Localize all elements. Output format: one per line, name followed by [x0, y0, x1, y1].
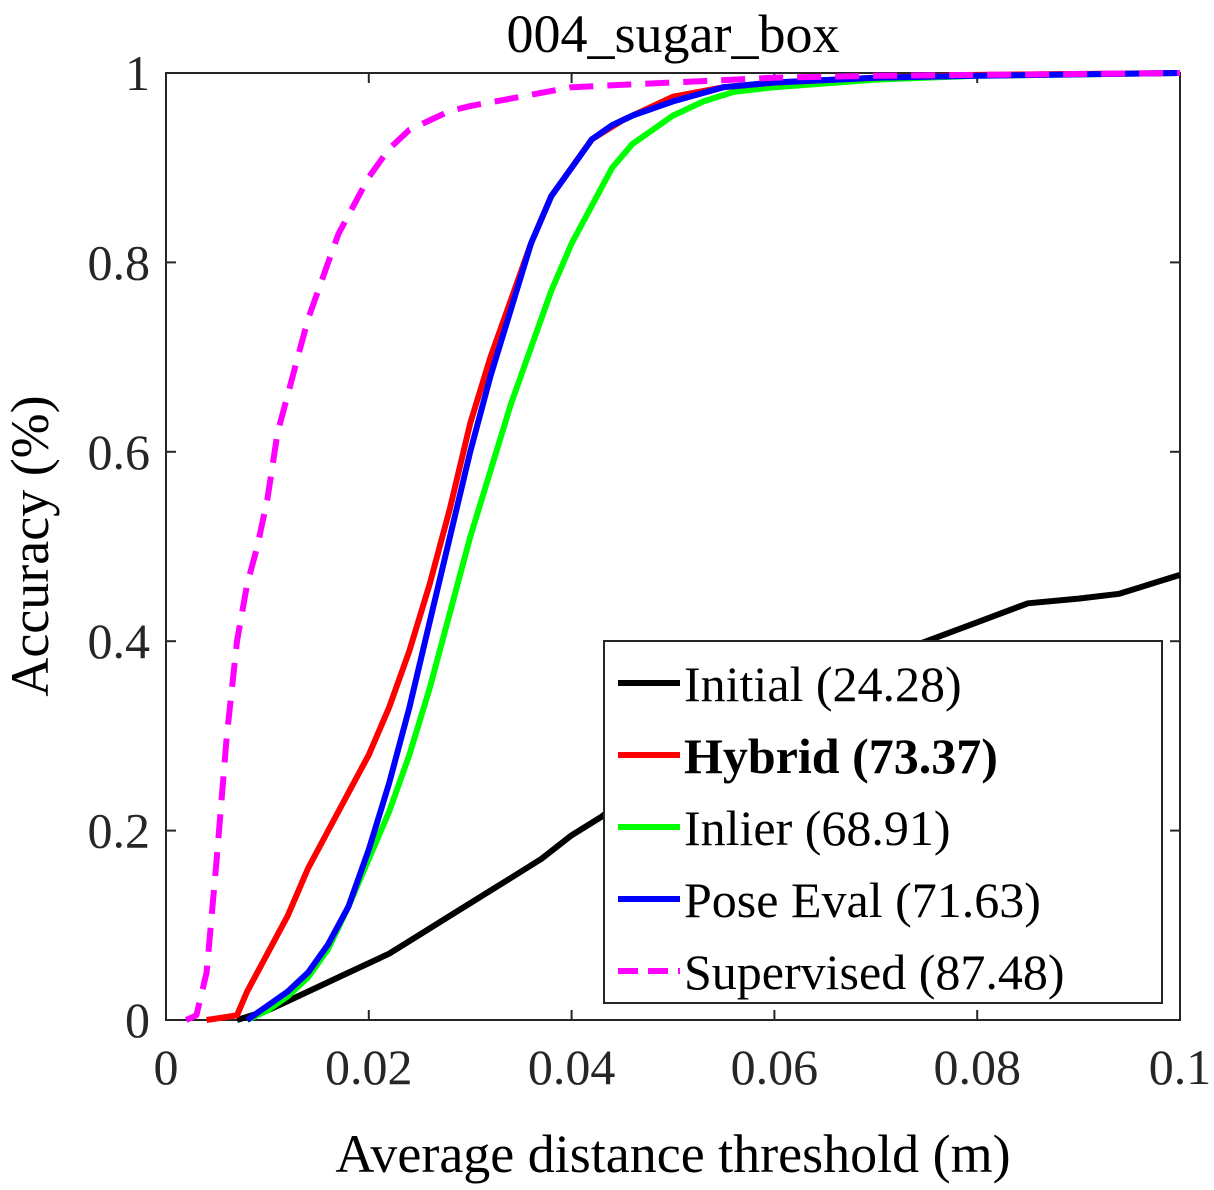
x-tick-label: 0	[154, 1039, 179, 1095]
chart-title: 004_sugar_box	[507, 4, 840, 64]
legend-label: Pose Eval (71.63)	[684, 872, 1041, 928]
y-tick-label: 0.6	[88, 424, 151, 480]
plot-area	[165, 72, 1181, 1021]
x-axis-label: Average distance threshold (m)	[335, 1124, 1010, 1184]
x-tick-label: 0.04	[528, 1039, 616, 1095]
y-axis-label: Accuracy (%)	[0, 395, 60, 696]
series-lines	[185, 70, 1181, 1023]
y-tick-label: 0.2	[88, 803, 151, 859]
x-tick-label: 0.02	[325, 1039, 413, 1095]
x-tick-label: 0.1	[1149, 1039, 1212, 1095]
x-tick-label: 0.08	[933, 1039, 1021, 1095]
series-line-0	[236, 572, 1181, 1023]
y-tick-label: 1	[125, 45, 150, 101]
legend-box	[603, 640, 1163, 1004]
legend: Initial (24.28) Hybrid (73.37) Inlier (68.…	[603, 640, 1163, 1004]
legend-label: Inlier (68.91)	[684, 800, 951, 856]
y-tick-label: 0	[125, 992, 150, 1048]
y-tick-label: 0.8	[88, 234, 151, 290]
series-line-4	[185, 70, 1181, 1023]
x-axis-ticks: 0 0.02 0.04 0.06 0.08 0.1	[154, 73, 1212, 1095]
x-tick-label: 0.06	[731, 1039, 819, 1095]
legend-label: Hybrid (73.37)	[684, 728, 998, 784]
y-axis-ticks: 0 0.2 0.4 0.6 0.8 1	[88, 45, 1180, 1048]
series-line-3	[245, 70, 1181, 1023]
y-tick-label: 0.4	[88, 613, 151, 669]
legend-label: Initial (24.28)	[684, 656, 962, 712]
legend-label: Supervised (87.48)	[684, 944, 1065, 1000]
